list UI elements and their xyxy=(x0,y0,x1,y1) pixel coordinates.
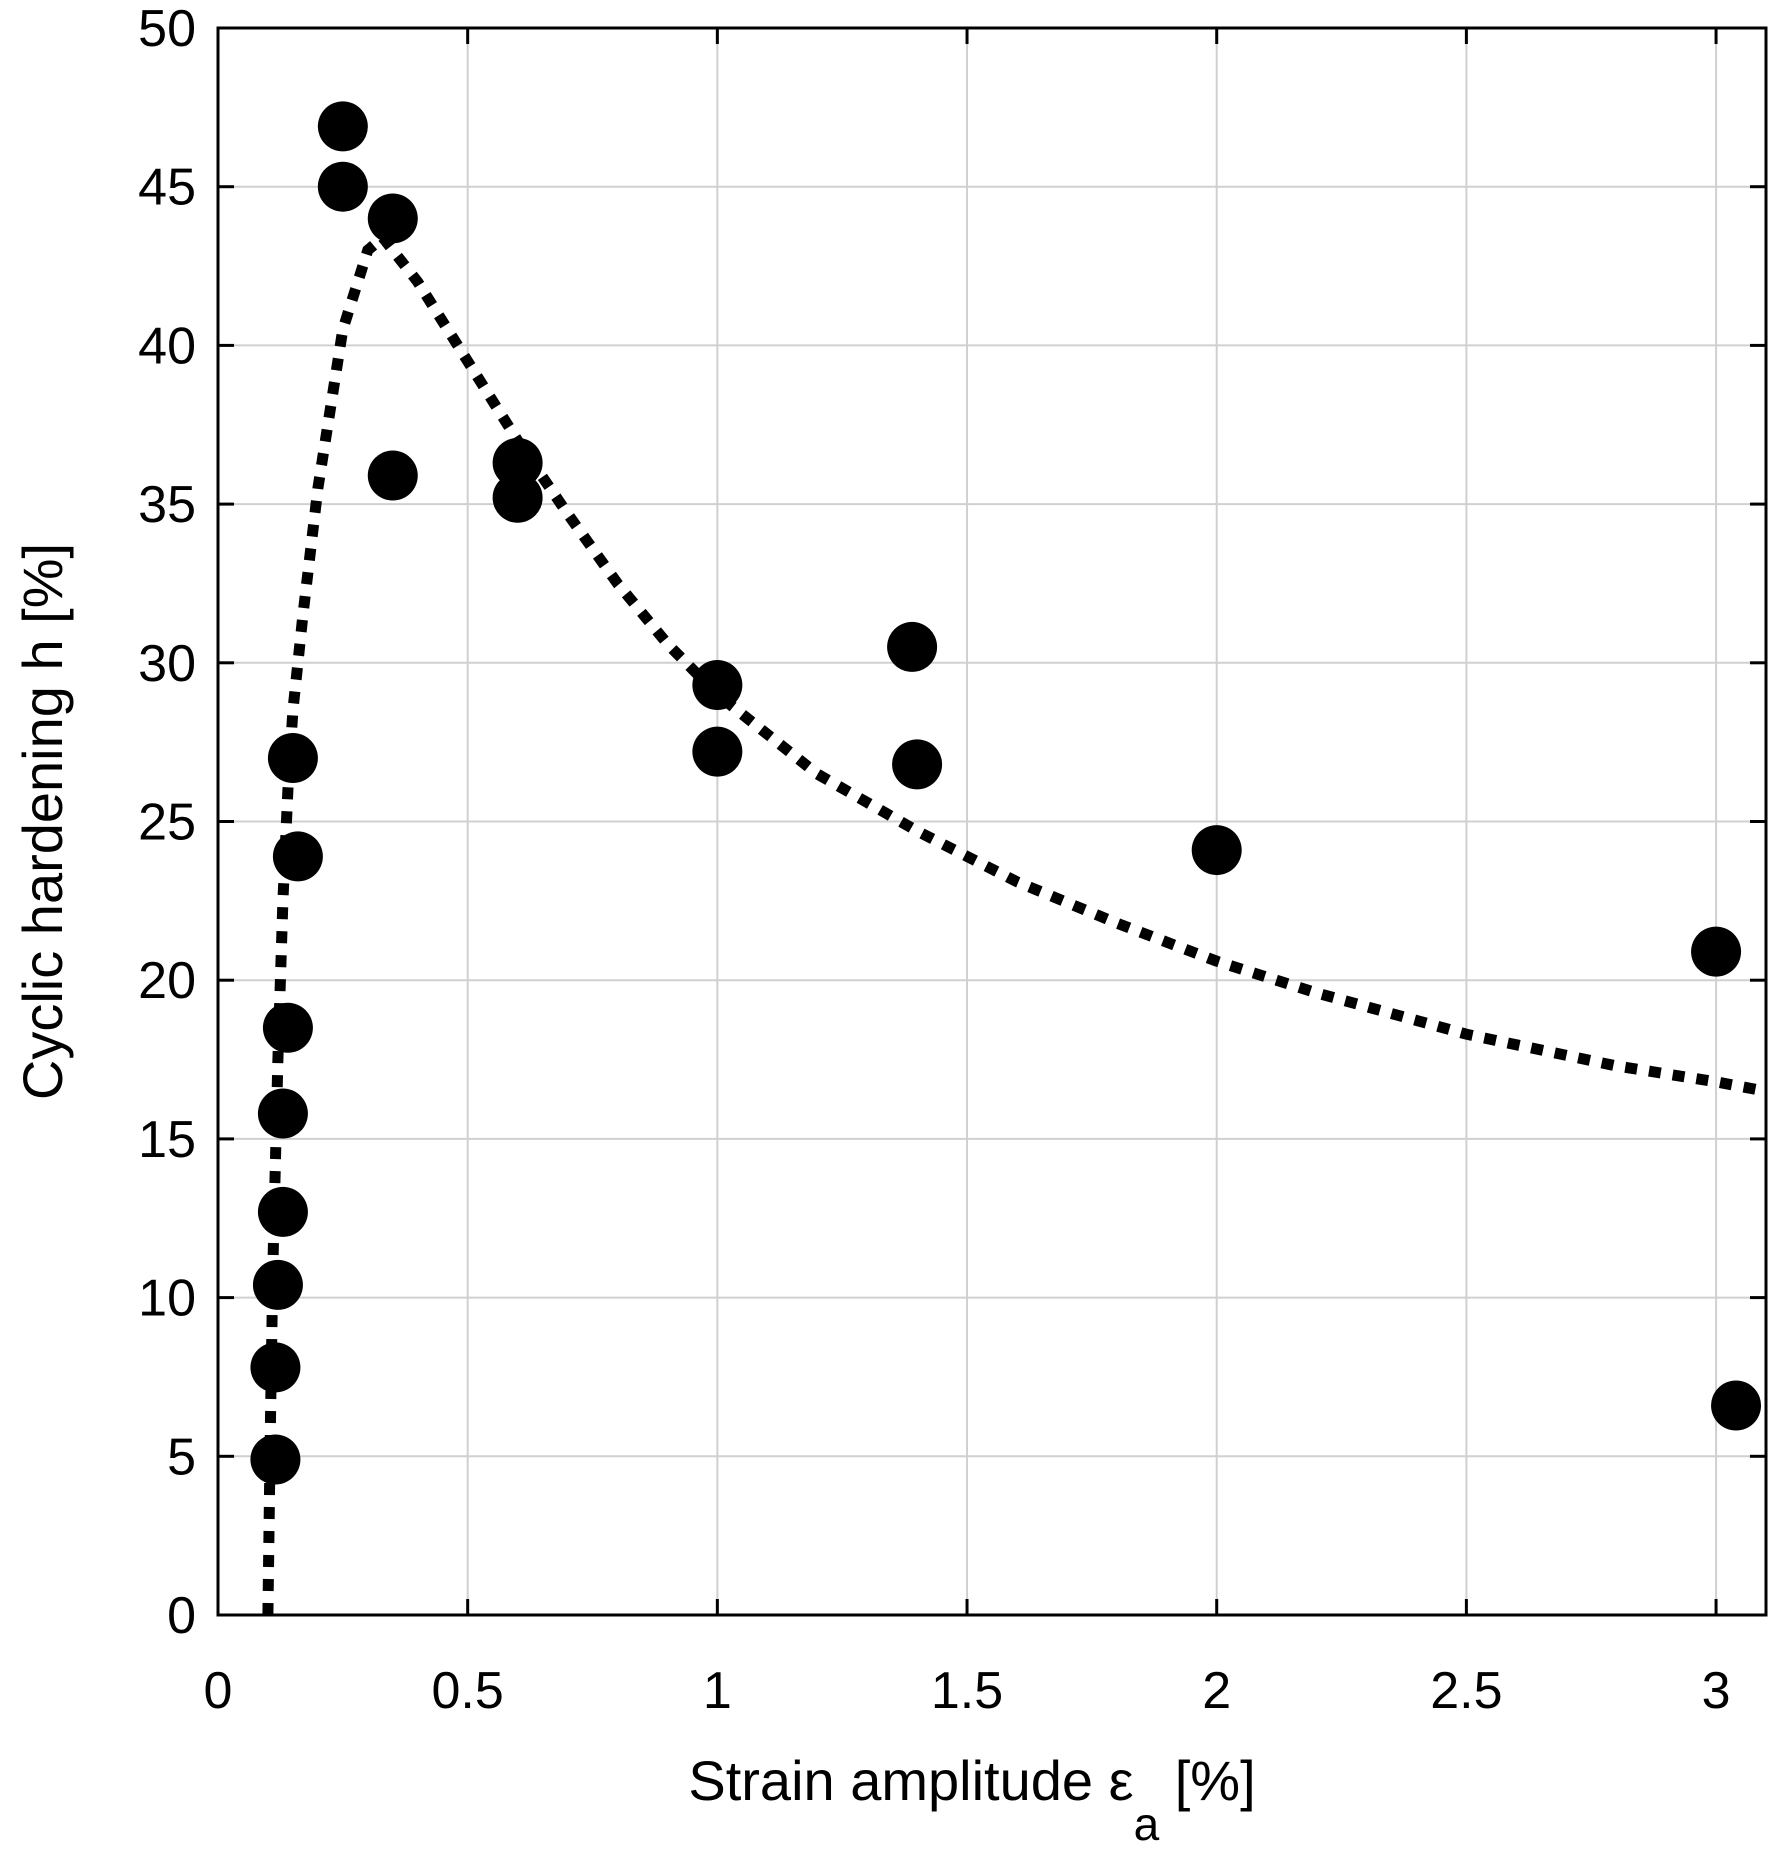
x-axis-title-unit: [%] xyxy=(1159,1749,1255,1812)
data-point-2 xyxy=(367,193,418,244)
data-point-7 xyxy=(692,726,743,777)
data-point-6 xyxy=(692,660,743,711)
y-tick-label-9: 45 xyxy=(138,159,196,217)
data-point-4 xyxy=(492,437,543,488)
y-tick-label-0: 0 xyxy=(167,1587,196,1645)
y-tick-label-7: 35 xyxy=(138,476,196,534)
axis-ticks xyxy=(216,26,1766,1617)
x-tick-label-5: 2.5 xyxy=(1430,1662,1502,1720)
data-point-15 xyxy=(262,1002,313,1053)
x-tick-label-2: 1 xyxy=(703,1662,732,1720)
data-point-18 xyxy=(252,1259,303,1310)
data-point-16 xyxy=(257,1088,308,1139)
y-tick-label-5: 25 xyxy=(138,794,196,852)
y-tick-label-10: 50 xyxy=(138,0,196,58)
data-point-17 xyxy=(257,1186,308,1237)
x-axis-title: Strain amplitude εa [%] xyxy=(688,1749,1255,1850)
grid-lines xyxy=(217,27,1766,1616)
y-tick-labels: 0 5 10 15 20 25 30 35 40 45 50 xyxy=(138,0,196,1645)
y-tick-label-1: 5 xyxy=(167,1428,196,1486)
y-axis-title: Cyclic hardening h [%] xyxy=(11,543,74,1100)
data-point-14 xyxy=(272,831,323,882)
x-tick-label-6: 3 xyxy=(1702,1662,1731,1720)
y-tick-label-8: 40 xyxy=(138,317,196,375)
data-point-13 xyxy=(267,733,318,784)
fit-curve-line xyxy=(262,229,1768,1616)
fit-curve-group xyxy=(262,229,1768,1616)
x-tick-label-3: 1.5 xyxy=(931,1662,1003,1720)
x-tick-label-1: 0.5 xyxy=(432,1662,504,1720)
data-points xyxy=(250,101,1762,1485)
data-point-8 xyxy=(887,621,938,672)
x-tick-label-0: 0 xyxy=(204,1662,233,1720)
x-axis-title-subscript: a xyxy=(1134,1798,1160,1850)
data-point-19 xyxy=(250,1342,301,1393)
x-tick-label-4: 2 xyxy=(1202,1662,1231,1720)
y-tick-label-4: 20 xyxy=(138,952,196,1010)
y-tick-label-2: 10 xyxy=(138,1270,196,1328)
data-point-11 xyxy=(1691,926,1742,977)
data-point-3 xyxy=(367,450,418,501)
data-point-12 xyxy=(1711,1380,1762,1431)
data-point-5 xyxy=(492,472,543,523)
x-axis-title-main: Strain amplitude ε xyxy=(688,1749,1133,1812)
data-point-1 xyxy=(317,161,368,212)
y-tick-label-3: 15 xyxy=(138,1111,196,1169)
data-point-10 xyxy=(1191,825,1242,876)
y-tick-label-6: 30 xyxy=(138,635,196,693)
x-tick-labels: 0 0.5 1 1.5 2 2.5 3 xyxy=(204,1662,1731,1720)
data-point-20 xyxy=(250,1434,301,1485)
data-point-9 xyxy=(892,739,943,790)
data-point-0 xyxy=(317,101,368,152)
